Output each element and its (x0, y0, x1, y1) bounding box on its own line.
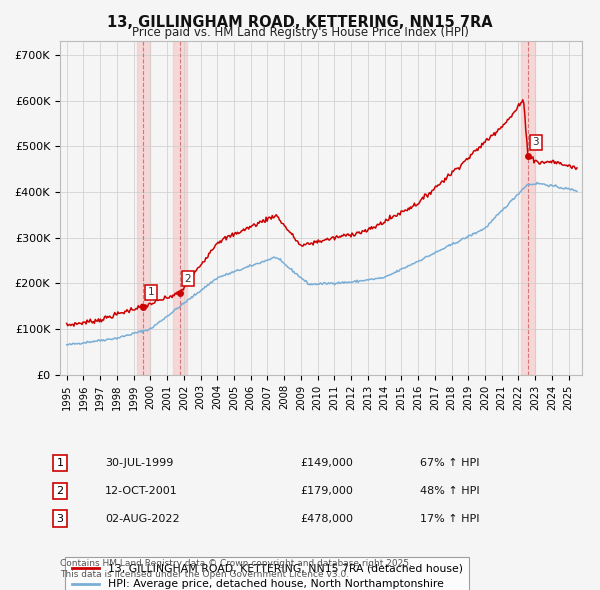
Text: £179,000: £179,000 (300, 486, 353, 496)
Text: 1: 1 (148, 287, 154, 297)
Text: 2: 2 (184, 274, 191, 284)
Bar (137, 41, 150, 375)
Text: 1: 1 (56, 458, 64, 468)
Text: 13, GILLINGHAM ROAD, KETTERING, NN15 7RA: 13, GILLINGHAM ROAD, KETTERING, NN15 7RA (107, 15, 493, 30)
Text: 3: 3 (56, 514, 64, 523)
Text: 3: 3 (532, 137, 539, 148)
Text: 17% ↑ HPI: 17% ↑ HPI (420, 514, 479, 523)
Text: 48% ↑ HPI: 48% ↑ HPI (420, 486, 479, 496)
Text: 02-AUG-2022: 02-AUG-2022 (105, 514, 179, 523)
Text: 30-JUL-1999: 30-JUL-1999 (105, 458, 173, 468)
Text: Price paid vs. HM Land Registry's House Price Index (HPI): Price paid vs. HM Land Registry's House … (131, 26, 469, 39)
Text: 12-OCT-2001: 12-OCT-2001 (105, 486, 178, 496)
Text: 67% ↑ HPI: 67% ↑ HPI (420, 458, 479, 468)
Text: Contains HM Land Registry data © Crown copyright and database right 2025.: Contains HM Land Registry data © Crown c… (60, 559, 412, 568)
Text: This data is licensed under the Open Government Licence v3.0.: This data is licensed under the Open Gov… (60, 571, 349, 579)
Bar (521, 41, 535, 375)
Text: £478,000: £478,000 (300, 514, 353, 523)
Text: 2: 2 (56, 486, 64, 496)
Text: £149,000: £149,000 (300, 458, 353, 468)
Legend: 13, GILLINGHAM ROAD, KETTERING, NN15 7RA (detached house), HPI: Average price, d: 13, GILLINGHAM ROAD, KETTERING, NN15 7RA… (65, 558, 469, 590)
Bar (173, 41, 187, 375)
